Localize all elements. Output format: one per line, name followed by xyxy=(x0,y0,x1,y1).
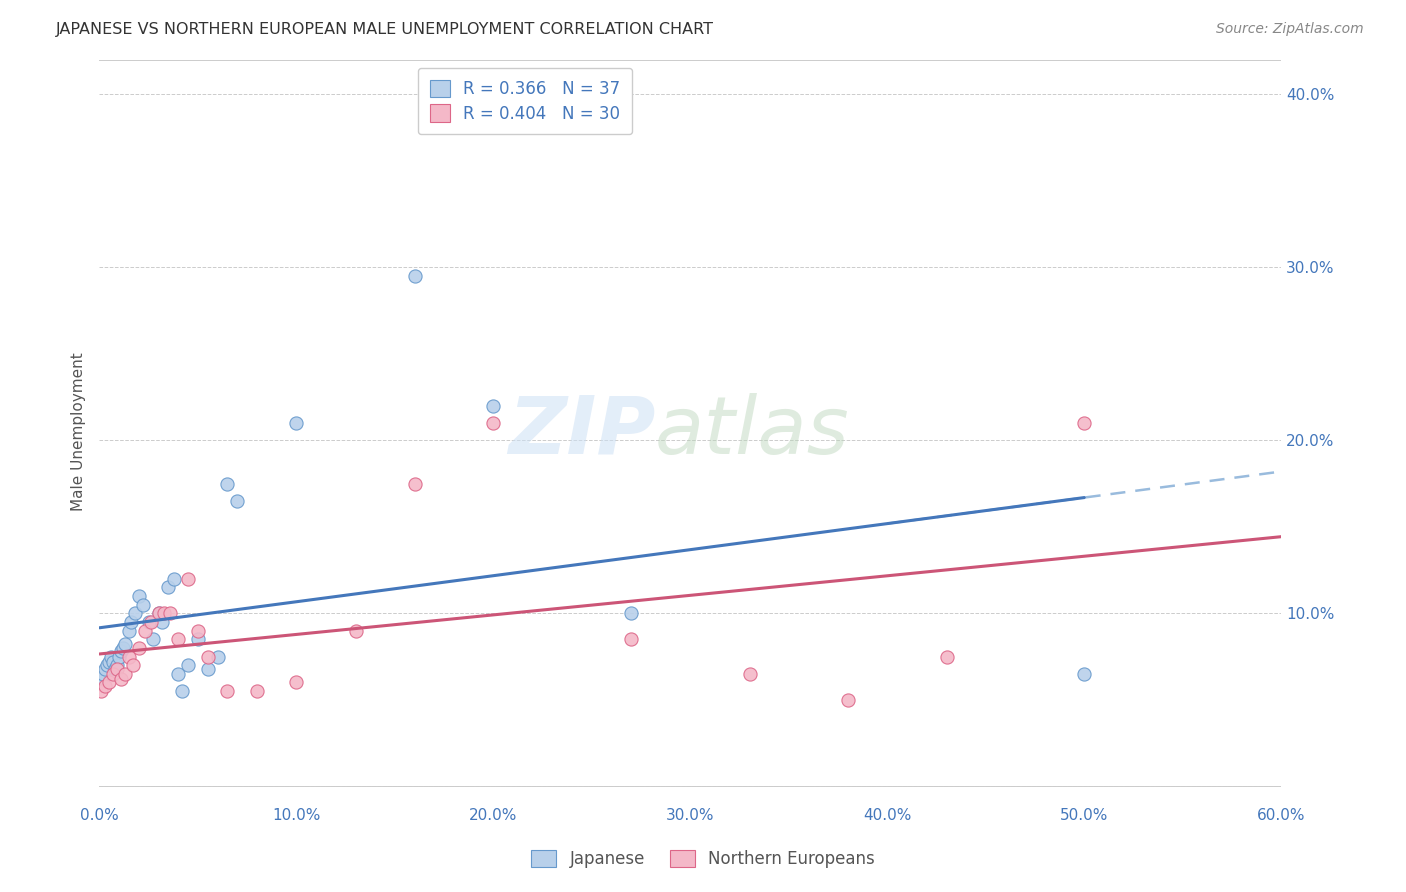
Point xyxy=(128,640,150,655)
Point xyxy=(404,476,426,491)
Point xyxy=(105,658,128,673)
Point xyxy=(90,684,112,698)
Point xyxy=(197,649,219,664)
Legend: Japanese, Northern Europeans: Japanese, Northern Europeans xyxy=(524,843,882,875)
Point xyxy=(620,607,643,621)
Point xyxy=(114,666,136,681)
Point xyxy=(94,662,117,676)
Point xyxy=(100,649,122,664)
Point xyxy=(1073,416,1095,430)
Point xyxy=(285,416,308,430)
Point xyxy=(114,637,136,651)
Point xyxy=(152,615,174,629)
Point xyxy=(122,658,145,673)
Point xyxy=(98,655,121,669)
Point xyxy=(108,649,131,664)
Point xyxy=(167,632,190,647)
Point xyxy=(104,662,127,676)
Point xyxy=(110,672,132,686)
Point xyxy=(177,658,200,673)
Point xyxy=(134,624,156,638)
Point xyxy=(163,572,186,586)
Point xyxy=(103,666,125,681)
Point xyxy=(120,615,142,629)
Point xyxy=(159,607,181,621)
Point xyxy=(187,632,209,647)
Point xyxy=(482,416,505,430)
Point xyxy=(404,268,426,283)
Point xyxy=(172,684,194,698)
Point xyxy=(148,607,170,621)
Point xyxy=(128,589,150,603)
Point xyxy=(103,655,125,669)
Point xyxy=(177,572,200,586)
Point xyxy=(139,615,162,629)
Point xyxy=(148,607,170,621)
Point xyxy=(142,632,165,647)
Point xyxy=(620,632,643,647)
Point xyxy=(837,693,859,707)
Text: ZIP: ZIP xyxy=(508,392,655,471)
Point xyxy=(118,649,141,664)
Point xyxy=(96,658,118,673)
Point xyxy=(285,675,308,690)
Point xyxy=(98,675,121,690)
Point xyxy=(217,684,239,698)
Point xyxy=(1073,666,1095,681)
Point xyxy=(132,598,155,612)
Point xyxy=(207,649,229,664)
Point xyxy=(246,684,269,698)
Point xyxy=(217,476,239,491)
Point xyxy=(94,679,117,693)
Point xyxy=(110,644,132,658)
Legend: R = 0.366   N = 37, R = 0.404   N = 30: R = 0.366 N = 37, R = 0.404 N = 30 xyxy=(418,68,631,135)
Text: JAPANESE VS NORTHERN EUROPEAN MALE UNEMPLOYMENT CORRELATION CHART: JAPANESE VS NORTHERN EUROPEAN MALE UNEMP… xyxy=(56,22,714,37)
Point xyxy=(90,672,112,686)
Point xyxy=(167,666,190,681)
Point xyxy=(153,607,176,621)
Point xyxy=(482,399,505,413)
Point xyxy=(112,640,135,655)
Point xyxy=(197,662,219,676)
Point xyxy=(118,624,141,638)
Text: atlas: atlas xyxy=(655,392,849,471)
Point xyxy=(157,580,180,594)
Y-axis label: Male Unemployment: Male Unemployment xyxy=(72,352,86,511)
Point xyxy=(124,607,146,621)
Text: Source: ZipAtlas.com: Source: ZipAtlas.com xyxy=(1216,22,1364,37)
Point xyxy=(93,666,115,681)
Point xyxy=(138,615,160,629)
Point xyxy=(344,624,367,638)
Point xyxy=(105,662,128,676)
Point xyxy=(226,493,249,508)
Point xyxy=(738,666,761,681)
Point xyxy=(935,649,957,664)
Point xyxy=(187,624,209,638)
